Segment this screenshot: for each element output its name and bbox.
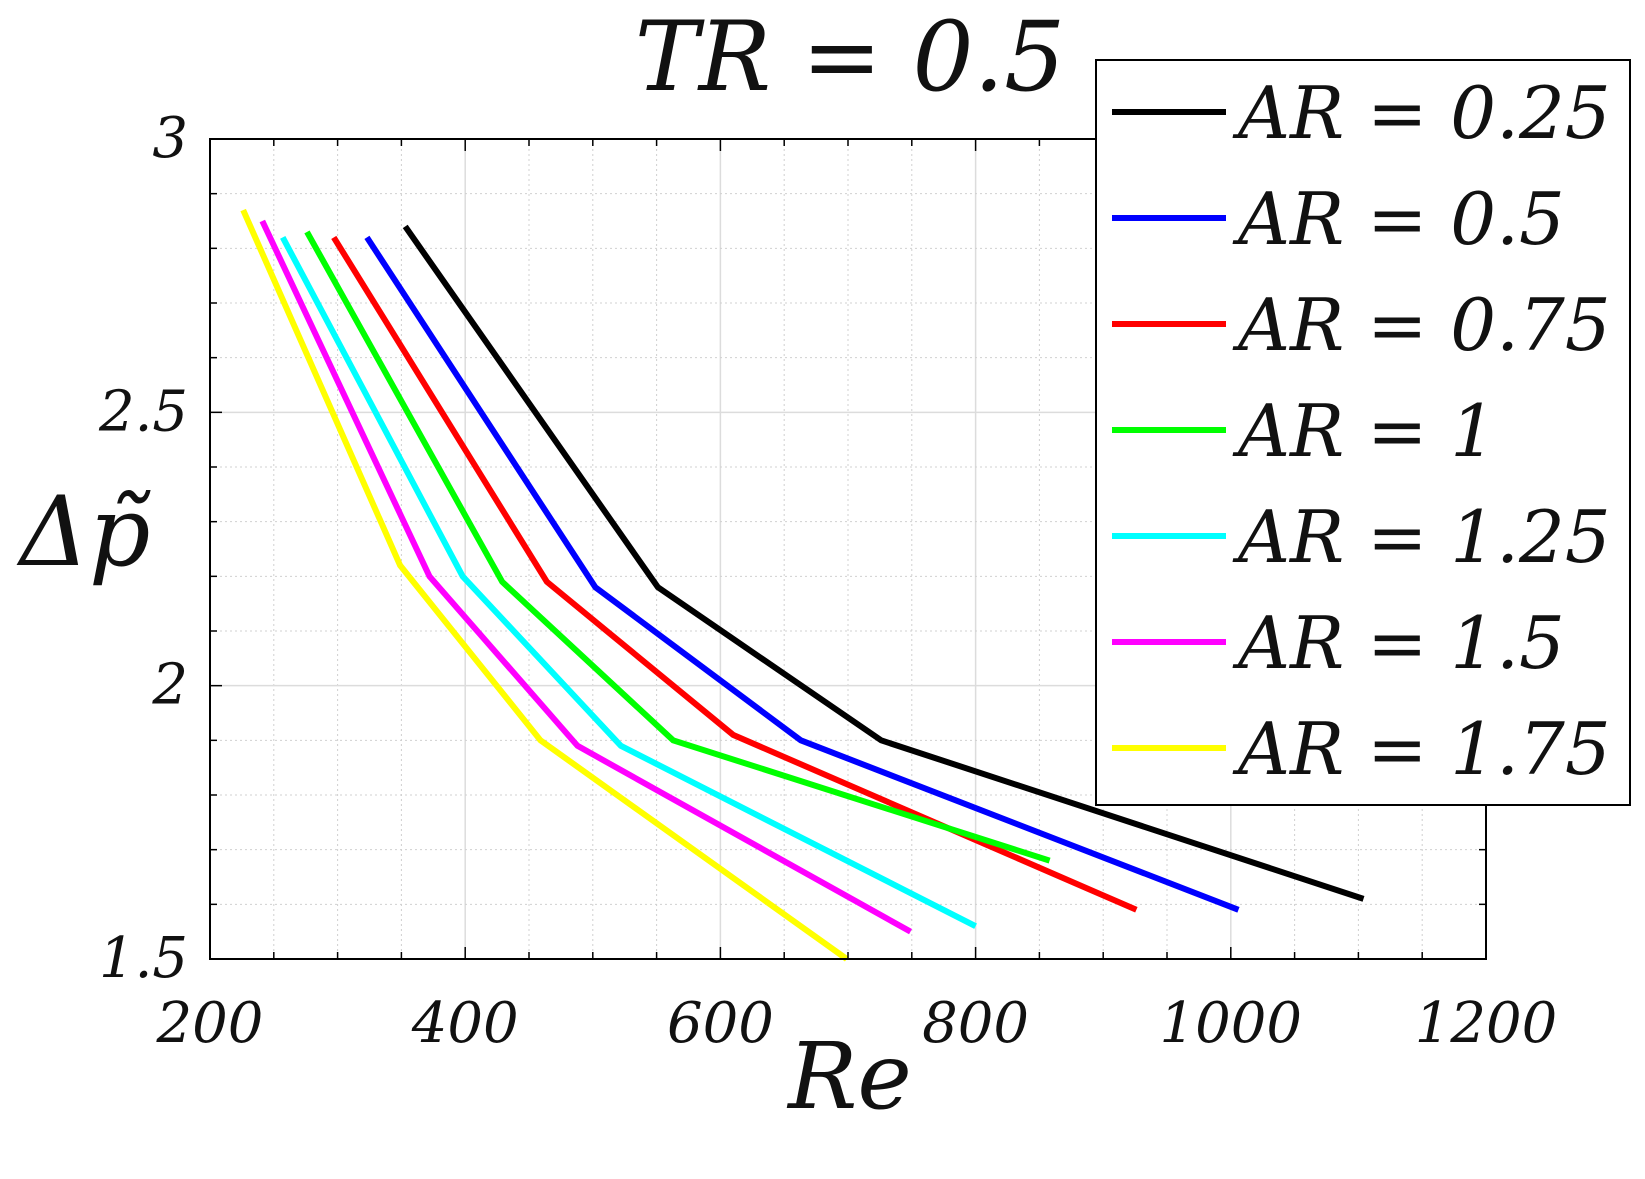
y-tick-label: 2 <box>151 653 188 718</box>
legend-label: AR = 1.25 <box>1232 495 1611 579</box>
tick-labels: 200 400 600 800 1000 1200 1.5 2 2.5 3 <box>98 106 1557 1056</box>
legend-label: AR = 1.75 <box>1232 707 1611 791</box>
y-tick-label: 2.5 <box>98 379 188 444</box>
legend-label: AR = 1.5 <box>1232 601 1565 685</box>
y-tick-label: 1.5 <box>99 926 188 991</box>
series-group <box>240 208 1365 962</box>
x-tick-label: 1000 <box>1160 991 1303 1056</box>
legend: AR = 0.25 AR = 0.5 AR = 0.75 AR = 1 AR = 1.2… <box>1095 59 1631 806</box>
series-line <box>402 224 1365 902</box>
x-tick-label: 200 <box>156 991 264 1056</box>
legend-label: AR = 0.25 <box>1232 71 1611 155</box>
series-line <box>259 219 912 935</box>
chart-title: TR = 0.5 <box>635 1 1065 113</box>
legend-label: AR = 1 <box>1232 389 1496 473</box>
y-axis-label: Δp̃ <box>16 476 152 588</box>
y-tick-label: 3 <box>152 106 188 171</box>
legend-box <box>1095 59 1631 806</box>
series-line <box>364 235 1240 913</box>
series-line <box>240 208 849 962</box>
x-tick-label: 400 <box>411 991 519 1056</box>
x-axis-label: Re <box>786 1023 912 1130</box>
legend-label: AR = 0.75 <box>1232 283 1611 367</box>
x-tick-label: 1200 <box>1415 991 1558 1056</box>
series-line <box>280 235 977 929</box>
series-line <box>304 230 1051 864</box>
x-tick-label: 600 <box>667 991 774 1056</box>
legend-label: AR = 0.5 <box>1232 177 1565 261</box>
x-tick-label: 800 <box>922 991 1029 1056</box>
